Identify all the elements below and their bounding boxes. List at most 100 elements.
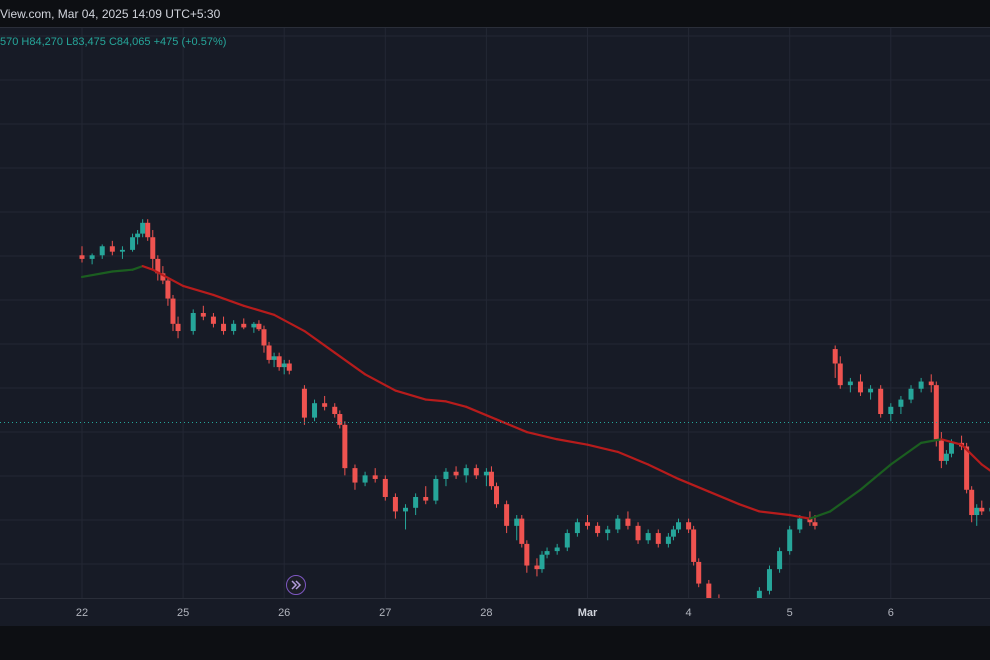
candle xyxy=(175,316,181,339)
candle-body xyxy=(337,414,343,425)
candle xyxy=(645,529,651,544)
candle xyxy=(908,385,914,404)
candle xyxy=(918,377,924,393)
candle-body xyxy=(200,313,206,317)
scroll-to-realtime-button[interactable] xyxy=(286,575,306,595)
candle-body xyxy=(979,507,985,512)
candle xyxy=(312,399,318,422)
candle-body xyxy=(231,323,237,332)
candle-body xyxy=(210,316,216,324)
candle xyxy=(878,385,884,418)
candle xyxy=(332,403,338,418)
candle xyxy=(99,244,105,259)
candle xyxy=(857,374,863,396)
candle-body xyxy=(625,518,631,526)
candle xyxy=(109,240,115,256)
moving-average-segment xyxy=(465,405,498,421)
candle xyxy=(974,504,980,526)
candle-body xyxy=(256,323,262,330)
candle-body xyxy=(706,583,712,602)
moving-average-segment xyxy=(131,265,144,271)
candle-body xyxy=(221,323,227,332)
candle xyxy=(286,359,292,375)
moving-average-segment xyxy=(242,304,276,316)
candle xyxy=(832,345,838,378)
candle xyxy=(352,464,358,490)
candle xyxy=(266,341,272,364)
candle-body xyxy=(554,547,560,552)
candle-body xyxy=(241,323,247,328)
candle-body xyxy=(483,471,489,476)
x-tick-label: 22 xyxy=(75,607,89,619)
candle xyxy=(979,500,985,516)
candle-body xyxy=(286,363,292,371)
candle-body xyxy=(392,496,398,512)
candle-body xyxy=(463,468,469,476)
candle-body xyxy=(79,255,85,259)
x-tick-label: 25 xyxy=(176,607,190,619)
candle xyxy=(150,230,156,270)
candle xyxy=(256,320,262,332)
candle xyxy=(322,395,328,411)
candle-body xyxy=(645,533,651,541)
moving-average-segment xyxy=(394,389,427,401)
candle xyxy=(382,475,388,501)
candle-body xyxy=(918,381,924,389)
moving-average-segment xyxy=(525,430,559,441)
candle xyxy=(145,219,151,241)
candle-body xyxy=(539,554,545,570)
candle xyxy=(155,255,161,281)
ohlc-legend: 570 H84,270 L83,475 C84,065 +475 (+0.57%… xyxy=(0,36,226,48)
candle-body xyxy=(165,280,171,299)
moving-average-segment xyxy=(808,510,832,520)
candle-body xyxy=(670,529,676,537)
candle xyxy=(135,230,141,245)
candle xyxy=(766,565,772,595)
moving-average-segment xyxy=(738,503,761,513)
moving-average-segment xyxy=(980,463,990,472)
candle-body xyxy=(261,329,267,346)
candle xyxy=(625,511,631,530)
moving-average-segment xyxy=(444,400,468,408)
candle-body xyxy=(615,518,621,530)
moving-average-segment xyxy=(677,477,710,493)
candle-body xyxy=(797,518,803,530)
candle xyxy=(888,403,894,422)
candle-body xyxy=(974,507,980,516)
candle-body xyxy=(266,345,272,360)
high-label: H xyxy=(21,36,30,48)
candle xyxy=(675,518,681,534)
candle-body xyxy=(756,590,762,606)
candle-body xyxy=(665,536,671,544)
candle xyxy=(170,294,176,332)
candle-body xyxy=(413,496,419,508)
candle xyxy=(190,309,196,335)
x-tick-label: 5 xyxy=(786,607,793,619)
candle-body xyxy=(524,543,530,566)
candle-body xyxy=(433,478,439,501)
moving-average-segment xyxy=(424,398,448,403)
candle xyxy=(251,322,257,333)
candle-body xyxy=(933,385,939,440)
candle xyxy=(847,377,853,393)
candle xyxy=(372,468,378,483)
candle xyxy=(140,219,146,238)
candle xyxy=(837,356,843,389)
candle-body xyxy=(514,518,520,526)
x-tick-label: 26 xyxy=(278,607,291,619)
candle xyxy=(797,515,803,534)
candle-body xyxy=(605,529,611,534)
candle xyxy=(564,529,570,552)
candle-body xyxy=(322,403,328,407)
candle-body xyxy=(372,475,378,479)
candle xyxy=(605,525,611,541)
candle xyxy=(504,500,510,534)
low-value: 83,475 xyxy=(72,36,106,48)
x-tick-label: Mar xyxy=(577,607,598,619)
candle xyxy=(933,381,939,447)
candle xyxy=(241,318,247,330)
time-axis[interactable]: 22 25 26 27 28 Mar 4 5 6 xyxy=(0,598,990,627)
candle xyxy=(868,385,874,400)
candle-body xyxy=(969,489,975,516)
